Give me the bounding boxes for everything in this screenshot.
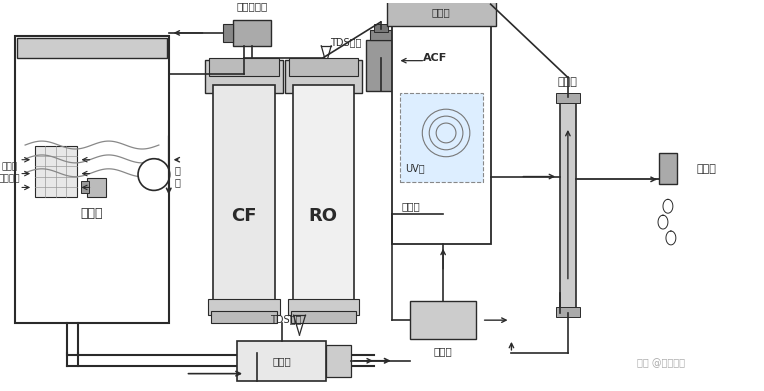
Bar xyxy=(556,307,580,317)
Text: RO: RO xyxy=(309,207,338,225)
Text: 浮: 浮 xyxy=(175,166,180,176)
Bar xyxy=(86,178,106,197)
Bar xyxy=(370,30,392,40)
Bar xyxy=(659,153,677,185)
Text: 不锈钢: 不锈钢 xyxy=(2,162,18,171)
Bar xyxy=(290,311,356,323)
Text: UV灯: UV灯 xyxy=(406,163,425,174)
Bar xyxy=(556,93,580,103)
Bar xyxy=(223,24,233,42)
Polygon shape xyxy=(663,199,673,213)
Bar xyxy=(18,38,167,58)
Bar xyxy=(15,36,169,323)
Text: 自吸泵: 自吸泵 xyxy=(272,356,291,366)
Bar xyxy=(366,40,396,91)
Bar xyxy=(213,85,275,303)
Bar xyxy=(392,24,490,244)
Text: 滤网组件: 滤网组件 xyxy=(0,174,20,183)
Bar xyxy=(560,97,576,313)
Text: 纯水箱: 纯水箱 xyxy=(432,7,451,17)
Bar xyxy=(289,58,358,75)
Bar xyxy=(285,60,362,93)
Text: 球: 球 xyxy=(175,178,180,187)
Text: 抽水泵: 抽水泵 xyxy=(434,346,452,356)
Bar xyxy=(287,300,359,315)
Bar xyxy=(293,85,354,303)
Text: CF: CF xyxy=(231,207,257,225)
Bar xyxy=(233,20,270,46)
Text: 知乎 @养生笛笛: 知乎 @养生笛笛 xyxy=(637,358,685,368)
Bar xyxy=(374,24,387,32)
Bar xyxy=(237,341,326,380)
Bar xyxy=(35,146,76,197)
Text: ACF: ACF xyxy=(423,53,447,63)
Circle shape xyxy=(138,159,170,190)
Bar xyxy=(209,300,280,315)
Text: 加热体: 加热体 xyxy=(558,77,578,88)
Bar xyxy=(387,0,496,26)
Text: TDS探针: TDS探针 xyxy=(270,314,301,324)
Bar xyxy=(212,311,277,323)
Bar xyxy=(209,58,279,75)
Bar xyxy=(326,345,351,377)
Text: 富氢器: 富氢器 xyxy=(402,201,420,211)
Polygon shape xyxy=(658,215,668,229)
Bar xyxy=(410,301,476,339)
Bar xyxy=(80,181,89,194)
Text: TDS探针: TDS探针 xyxy=(330,37,361,47)
Text: 原水箱: 原水箱 xyxy=(81,208,103,221)
Text: 出水嘴: 出水嘴 xyxy=(697,163,717,174)
Polygon shape xyxy=(666,231,676,245)
Bar xyxy=(400,93,483,183)
Bar xyxy=(206,60,283,93)
Text: 废水电磁阀: 废水电磁阀 xyxy=(236,1,267,11)
